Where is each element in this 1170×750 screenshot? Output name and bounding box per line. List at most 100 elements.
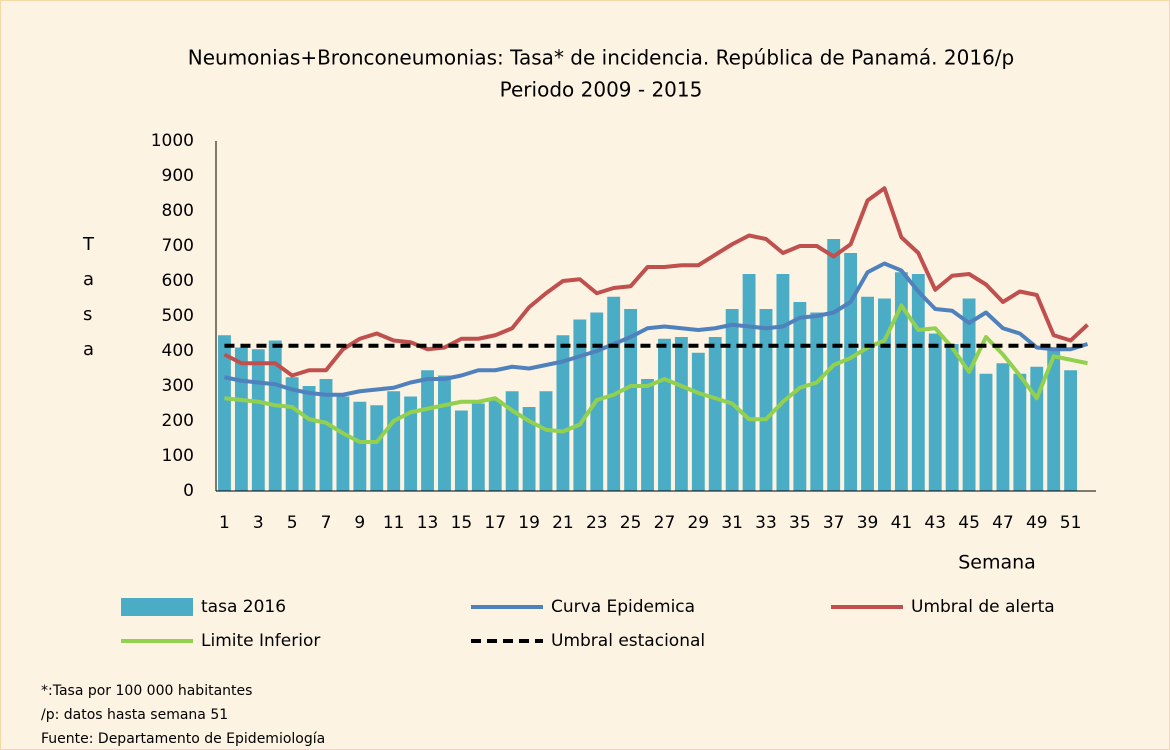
bar	[928, 333, 942, 491]
bar	[708, 337, 722, 491]
bar	[844, 253, 858, 491]
x-tick-label: 27	[654, 513, 676, 533]
x-tick-label: 25	[620, 513, 642, 533]
bar	[421, 370, 434, 491]
bar	[268, 340, 282, 491]
bar	[573, 319, 587, 491]
y-tick-label: 200	[162, 411, 194, 431]
bar	[285, 377, 299, 491]
legend-label: Umbral de alerta	[911, 597, 1055, 617]
bar	[438, 375, 451, 491]
x-tick-label: 7	[321, 513, 332, 533]
bar	[218, 335, 231, 491]
x-tick-label: 3	[253, 513, 264, 533]
bar	[302, 386, 316, 491]
legend-swatch	[121, 598, 193, 616]
x-tick-label: 21	[552, 513, 574, 533]
bar	[810, 312, 824, 491]
bar	[556, 335, 570, 491]
bar	[1047, 347, 1061, 491]
y-tick-label: 400	[162, 341, 194, 361]
chart-title: Neumonias+Bronconeumonias: Tasa* de inci…	[188, 46, 1014, 70]
bar	[759, 309, 773, 491]
x-tick-label: 43	[924, 513, 946, 533]
x-tick-label: 51	[1060, 513, 1082, 533]
bar	[505, 391, 519, 491]
x-tick-label: 29	[687, 513, 709, 533]
y-tick-label: 700	[162, 236, 194, 256]
bar	[674, 337, 688, 491]
x-tick-label: 41	[891, 513, 913, 533]
bar	[488, 400, 502, 491]
x-tick-label: 39	[857, 513, 879, 533]
x-tick-label: 13	[417, 513, 439, 533]
bar	[894, 272, 908, 491]
legend-label: Limite Inferior	[201, 631, 320, 651]
line	[224, 303, 1088, 444]
bar	[522, 407, 536, 491]
bar	[742, 274, 756, 491]
bar	[1013, 373, 1027, 491]
legend-label: tasa 2016	[201, 597, 286, 617]
note: /p: datos hasta semana 51	[41, 707, 229, 723]
bar	[471, 403, 485, 491]
bar	[658, 338, 671, 491]
line	[224, 261, 1089, 397]
y-tick-label: 100	[162, 446, 194, 466]
x-tick-label: 9	[354, 513, 365, 533]
bar	[387, 391, 401, 491]
bar	[962, 298, 976, 491]
y-tick-label: 300	[162, 376, 194, 396]
y-tick-label: 0	[183, 481, 194, 501]
bar	[776, 274, 790, 491]
bar	[1064, 370, 1078, 491]
bar	[370, 405, 384, 491]
y-tick-label: 800	[162, 201, 194, 221]
x-tick-label: 23	[586, 513, 608, 533]
bar	[911, 274, 925, 491]
x-tick-label: 5	[287, 513, 298, 533]
x-axis-label: Semana	[958, 552, 1036, 574]
bar	[539, 391, 553, 491]
bar	[793, 302, 807, 491]
bar	[454, 410, 468, 491]
x-tick-label: 17	[484, 513, 506, 533]
note: *:Tasa por 100 000 habitantes	[41, 683, 253, 699]
x-tick-label: 15	[451, 513, 473, 533]
x-tick-label: 47	[992, 513, 1014, 533]
x-tick-label: 31	[721, 513, 743, 533]
y-tick-label: 500	[162, 306, 194, 326]
x-tick-label: 33	[755, 513, 777, 533]
bar	[725, 309, 739, 491]
bar	[996, 363, 1010, 491]
x-tick-label: 19	[518, 513, 540, 533]
bar	[336, 396, 350, 491]
bar	[1030, 366, 1044, 491]
bar	[234, 347, 248, 491]
bar	[624, 309, 638, 491]
y-axis-label: Tasa	[83, 234, 95, 360]
bar	[353, 401, 367, 491]
note: Fuente: Departamento de Epidemiología	[41, 731, 326, 747]
x-tick-label: 1	[219, 513, 230, 533]
bar	[945, 344, 959, 491]
y-tick-label: 600	[162, 271, 194, 291]
bar	[404, 396, 418, 491]
bar	[979, 373, 993, 491]
x-tick-label: 45	[958, 513, 980, 533]
chart-subtitle: Periodo 2009 - 2015	[500, 78, 703, 102]
bar	[641, 379, 654, 491]
y-tick-label: 900	[162, 166, 194, 186]
bar	[319, 379, 333, 491]
x-tick-label: 49	[1026, 513, 1048, 533]
x-tick-label: 11	[383, 513, 405, 533]
legend-label: Umbral estacional	[551, 631, 705, 651]
x-tick-label: 35	[789, 513, 811, 533]
bar	[861, 296, 874, 491]
bar	[251, 349, 265, 491]
line	[223, 186, 1089, 378]
y-tick-label: 1000	[151, 131, 194, 151]
x-tick-label: 37	[823, 513, 845, 533]
